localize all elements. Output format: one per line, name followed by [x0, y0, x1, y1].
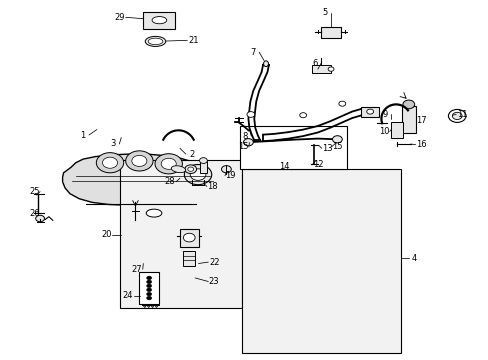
Text: 2: 2 [189, 150, 194, 158]
Circle shape [338, 101, 345, 106]
Text: 1: 1 [81, 130, 85, 139]
Text: 3: 3 [111, 139, 116, 148]
Ellipse shape [146, 209, 162, 217]
Circle shape [146, 296, 151, 300]
Circle shape [190, 169, 205, 180]
Text: 27: 27 [131, 265, 142, 274]
Circle shape [366, 109, 373, 114]
Circle shape [146, 276, 151, 280]
Text: 22: 22 [208, 258, 219, 266]
Bar [180, 229, 198, 247]
Bar [143, 12, 175, 29]
Text: 17: 17 [415, 116, 426, 125]
Circle shape [161, 158, 176, 169]
Circle shape [146, 284, 151, 288]
Text: 20: 20 [101, 230, 112, 239]
Text: 21: 21 [187, 36, 198, 45]
Bar [311, 65, 330, 73]
Circle shape [402, 100, 414, 109]
Circle shape [246, 112, 254, 117]
Ellipse shape [171, 166, 185, 173]
Bar [120, 160, 242, 308]
Bar [242, 169, 400, 353]
Text: 9: 9 [382, 110, 387, 119]
Bar [401, 106, 415, 133]
Circle shape [102, 157, 117, 168]
Circle shape [132, 156, 146, 166]
Text: 26: 26 [29, 209, 40, 217]
Circle shape [451, 112, 461, 120]
Circle shape [243, 139, 253, 146]
Ellipse shape [263, 61, 268, 67]
Text: 7: 7 [250, 48, 255, 57]
Circle shape [187, 167, 193, 171]
Circle shape [184, 165, 211, 185]
Circle shape [146, 292, 151, 296]
Ellipse shape [145, 36, 165, 46]
Circle shape [155, 154, 182, 174]
Bar [139, 272, 159, 304]
Circle shape [146, 280, 151, 284]
Circle shape [183, 233, 195, 242]
Text: 25: 25 [29, 187, 40, 196]
Circle shape [327, 67, 333, 71]
Circle shape [299, 113, 306, 118]
Circle shape [447, 109, 465, 122]
Ellipse shape [148, 38, 163, 45]
Bar [360, 107, 379, 117]
Text: 12: 12 [312, 161, 323, 169]
Text: 29: 29 [114, 13, 125, 22]
Text: 11: 11 [456, 110, 467, 119]
Text: 28: 28 [164, 177, 175, 186]
Text: 14: 14 [279, 162, 289, 171]
Text: 23: 23 [208, 277, 219, 286]
Bar [183, 251, 195, 266]
Circle shape [36, 215, 44, 222]
Text: 6: 6 [312, 58, 317, 68]
Text: 15: 15 [331, 143, 342, 152]
Circle shape [96, 153, 123, 173]
Text: 15: 15 [237, 143, 248, 152]
Text: 8: 8 [243, 132, 247, 140]
Text: 16: 16 [415, 140, 426, 149]
Text: 4: 4 [411, 254, 416, 263]
Polygon shape [62, 154, 216, 205]
Circle shape [184, 165, 196, 174]
Text: 19: 19 [225, 171, 236, 180]
Ellipse shape [152, 17, 166, 24]
Circle shape [199, 158, 207, 163]
Text: 5: 5 [322, 8, 327, 17]
Text: 13: 13 [322, 144, 332, 153]
Text: 18: 18 [207, 182, 218, 191]
Bar [390, 122, 403, 138]
Circle shape [125, 151, 153, 171]
Circle shape [221, 166, 231, 173]
Text: 10: 10 [378, 127, 388, 136]
Bar [199, 161, 206, 173]
Circle shape [332, 136, 342, 143]
Circle shape [146, 288, 151, 292]
Bar [320, 27, 341, 38]
Text: 24: 24 [122, 292, 133, 300]
Bar [239, 126, 346, 169]
